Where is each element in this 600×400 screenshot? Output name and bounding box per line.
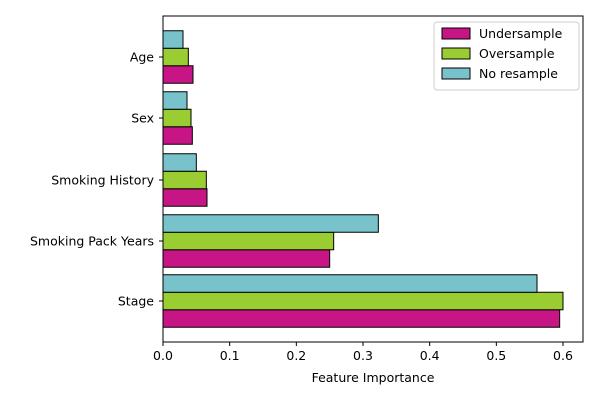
- legend: Undersample Oversample No resample: [433, 21, 580, 91]
- y-tick-label: Stage: [118, 294, 154, 309]
- bar-smoking-pack-years-undersample: [162, 249, 331, 268]
- y-tick-label: Sex: [131, 111, 154, 126]
- bar-smoking-history-oversample: [162, 170, 207, 190]
- x-axis: 0.0 0.1 0.2 0.3 0.4 0.5 0.6: [153, 342, 573, 363]
- legend-swatch: [441, 47, 471, 60]
- legend-swatch: [441, 67, 471, 80]
- legend-swatch: [441, 27, 471, 40]
- y-tick-label: Age: [130, 50, 154, 65]
- bar-stage-undersample: [162, 309, 561, 328]
- bar-sex-undersample: [162, 126, 193, 145]
- x-tick-label: 0.3: [353, 348, 373, 363]
- bar-sex-oversample: [162, 108, 192, 128]
- bar-age-no-resample: [162, 30, 184, 49]
- x-tick-label: 0.5: [486, 348, 506, 363]
- bar-smoking-history-no-resample: [162, 153, 197, 172]
- y-axis: Age Sex Smoking History Smoking Pack Years S…: [30, 50, 163, 309]
- bar-stage-oversample: [162, 291, 564, 311]
- bar-stage-no-resample: [162, 274, 538, 293]
- bar-sex-no-resample: [162, 91, 188, 110]
- y-tick-label: Smoking History: [51, 173, 154, 188]
- bar-age-oversample: [162, 47, 189, 67]
- x-tick-label: 0.4: [420, 348, 440, 363]
- bar-age-undersample: [162, 65, 194, 84]
- bar-smoking-pack-years-oversample: [162, 231, 335, 251]
- bar-smoking-pack-years-no-resample: [162, 214, 379, 233]
- y-tick-label: Smoking Pack Years: [30, 234, 154, 249]
- legend-label: Undersample: [479, 26, 563, 41]
- plot-frame: [162, 15, 584, 343]
- x-tick-label: 0.0: [153, 348, 173, 363]
- legend-label: No resample: [479, 66, 558, 81]
- x-tick-label: 0.2: [286, 348, 306, 363]
- x-tick-label: 0.1: [220, 348, 240, 363]
- legend-label: Oversample: [479, 46, 555, 61]
- x-axis-title: Feature Importance: [312, 370, 435, 385]
- x-tick-label: 0.6: [553, 348, 573, 363]
- bar-smoking-history-undersample: [162, 188, 208, 207]
